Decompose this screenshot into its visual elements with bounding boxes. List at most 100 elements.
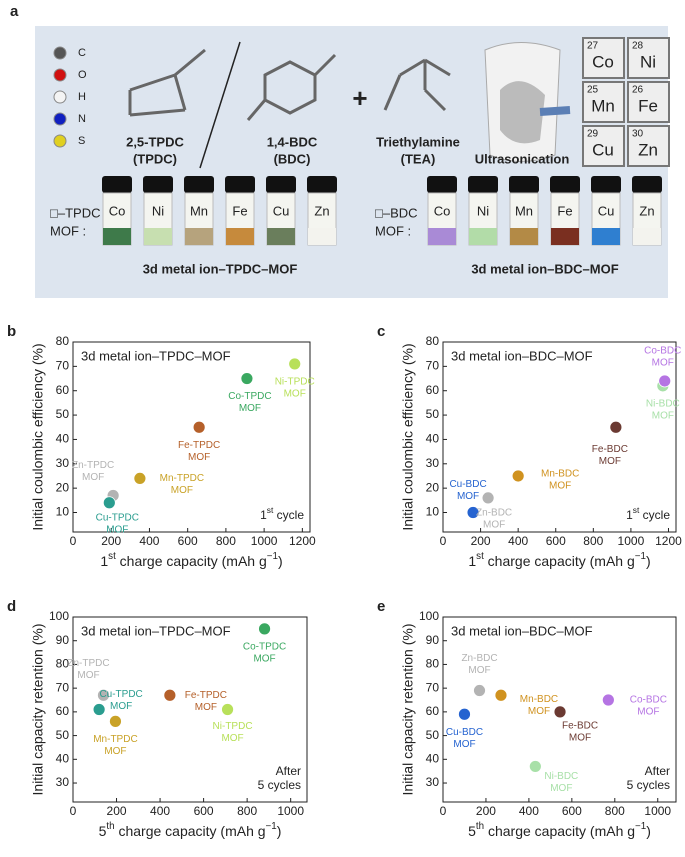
point-label: MOF [468,665,490,676]
molecule-tpdc [128,48,206,117]
y-tick-label: 50 [426,728,440,742]
point-label: MOF [453,739,475,750]
x-axis-label: 1st charge capacity (mAh g−1) [468,551,650,569]
element-symbol: Co [592,52,614,71]
vial-powder [469,228,497,245]
x-axis-label-part: 1 [100,553,108,569]
panel-letter: b [7,323,16,340]
point-label: Co-BDC [630,695,667,706]
y-tick-label: 100 [419,609,439,623]
x-axis-label-part: ) [646,553,651,569]
point-label: MOF [284,389,306,400]
vial-cap [184,176,214,193]
atom-label: H [78,91,86,103]
y-tick-label: 80 [56,334,70,348]
vial-cap [632,176,662,193]
x-tick-label: 600 [562,804,582,818]
x-axis-label-part: th [106,821,114,832]
x-axis-label-part: st [108,551,116,562]
vial-powder [103,228,131,245]
x-axis-label: 5th charge capacity (mAh g−1) [99,821,282,839]
x-axis-label: 5th charge capacity (mAh g−1) [468,821,651,839]
data-point [288,357,302,371]
vial-label: Co [434,203,451,218]
x-axis-label-part: −1 [635,551,646,562]
vial-powder [226,228,254,245]
y-tick-label: 60 [56,383,70,397]
point-label: Ni-TPDC [275,377,315,388]
y-tick-label: 10 [426,505,440,519]
x-axis-label-part: ) [278,553,283,569]
vial-cap [225,176,255,193]
point-label: Cu-BDC [446,727,483,738]
element-number: 27 [587,41,599,52]
point-label: MOF [77,670,99,681]
x-axis-label-part: charge capacity (mAh g [484,553,635,569]
data-point [511,469,525,483]
element-number: 28 [632,41,644,52]
vial-label: Fe [232,203,247,218]
vial-cap [307,176,337,193]
panel-note-part: 1 [260,508,267,522]
vial-cap [266,176,296,193]
vial-label: Ni [477,203,489,218]
atom-swatch [53,46,67,60]
panel-note: 1st cycle [626,505,670,522]
data-point [92,703,106,716]
panel-note-part: cycle [639,508,670,522]
panel-title: 3d metal ion–TPDC–MOF [81,348,231,363]
atom-label: O [78,69,87,81]
point-label: Ni-BDC [544,771,578,782]
point-label: Co-BDC [644,346,681,357]
group-prefix: MOF : [375,223,411,238]
point-label: Zn-BDC [461,653,497,664]
panel-letter: e [377,598,385,615]
element-tile [627,81,670,123]
x-tick-label: 400 [150,804,170,818]
y-tick-label: 70 [426,680,440,694]
group-caption: 3d metal ion–TPDC–MOF [143,261,298,276]
panel-letter: d [7,598,16,615]
y-tick-label: 80 [426,334,440,348]
x-axis-label-part: −1 [635,821,646,832]
y-axis-label: Initial coulombic efficiency (%) [400,343,416,530]
x-tick-label: 600 [178,534,198,548]
plus-sign: + [352,83,367,113]
point-label: MOF [569,733,591,744]
group-prefix: □–BDC [375,205,418,220]
data-point [528,760,542,773]
atom-swatch [53,112,67,126]
data-point [481,491,495,505]
vial-powder [428,228,456,245]
element-tile [627,37,670,79]
point-label: MOF [188,452,210,463]
panel-note-part: cycle [273,508,304,522]
x-axis-label-part: 1 [468,553,476,569]
y-tick-label: 80 [56,657,70,671]
atom-label: N [78,113,86,125]
panel-title: 3d metal ion–BDC–MOF [451,348,593,363]
panel-title: 3d metal ion–BDC–MOF [451,623,593,638]
element-number: 25 [587,85,599,96]
atom-label: C [78,47,86,59]
y-tick-label: 30 [426,456,440,470]
y-axis-label: Initial capacity retention (%) [400,624,416,796]
vial-cap [509,176,539,193]
data-point [466,506,480,519]
molecule-label: (TPDC) [133,151,177,166]
data-point [458,707,471,721]
vial-powder [510,228,538,245]
point-label: MOF [637,707,659,718]
point-label: Co-TPDC [243,641,286,652]
point-label: Fe-BDC [592,444,628,455]
x-tick-label: 200 [476,804,496,818]
y-tick-label: 40 [56,751,70,765]
point-label: MOF [550,783,572,794]
point-label: Cu-TPDC [99,689,142,700]
y-tick-label: 50 [56,728,70,742]
point-label: Fe-BDC [562,721,598,732]
y-axis-label: Initial capacity retention (%) [30,624,46,796]
panel-note: After [276,764,301,778]
y-tick-label: 40 [426,432,440,446]
y-tick-label: 70 [426,359,440,373]
